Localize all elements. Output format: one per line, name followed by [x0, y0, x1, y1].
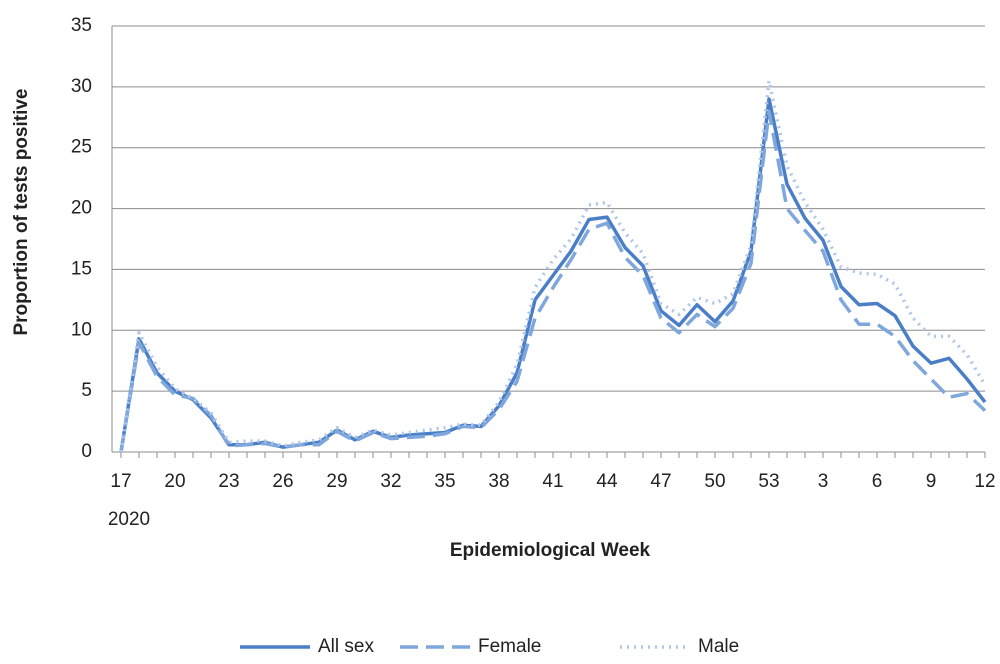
y-tick-label: 15 [71, 258, 92, 279]
legend-label: Male [698, 636, 739, 657]
x-tick-label: 26 [272, 471, 293, 492]
x-tick-label: 3 [818, 471, 829, 492]
x-tick-label: 41 [542, 471, 563, 492]
x-tick-label: 20 [164, 471, 185, 492]
series-line [119, 79, 987, 453]
x-tick-label: 23 [218, 471, 239, 492]
x-tick-label: 6 [872, 471, 883, 492]
y-tick-label: 0 [81, 441, 92, 462]
legend-label: Female [478, 636, 541, 657]
x-tick-label: 50 [704, 471, 725, 492]
y-tick-label: 5 [81, 380, 92, 401]
y-tick-label: 10 [71, 319, 92, 340]
x-tick-label: 38 [488, 471, 509, 492]
x-tick-label: 9 [926, 471, 937, 492]
series-line [119, 109, 987, 453]
y-axis-title: Proportion of tests positive [11, 88, 32, 335]
y-tick-label: 30 [71, 76, 92, 97]
series-line [119, 97, 987, 453]
x-tick-label: 29 [326, 471, 347, 492]
x-tick-label: 53 [758, 471, 779, 492]
x-tick-label: 47 [650, 471, 671, 492]
y-tick-label: 35 [71, 15, 92, 36]
x-tick-label: 44 [596, 471, 618, 492]
legend-label: All sex [318, 636, 374, 657]
x-sublabel: 2020 [108, 509, 150, 530]
x-tick-label: 32 [380, 471, 401, 492]
x-axis-title: Epidemiological Week [450, 540, 651, 561]
x-tick-label: 17 [110, 471, 131, 492]
y-tick-label: 20 [71, 198, 92, 219]
x-tick-label: 35 [434, 471, 455, 492]
y-tick-label: 25 [71, 137, 92, 158]
x-tick-label: 12 [974, 471, 995, 492]
